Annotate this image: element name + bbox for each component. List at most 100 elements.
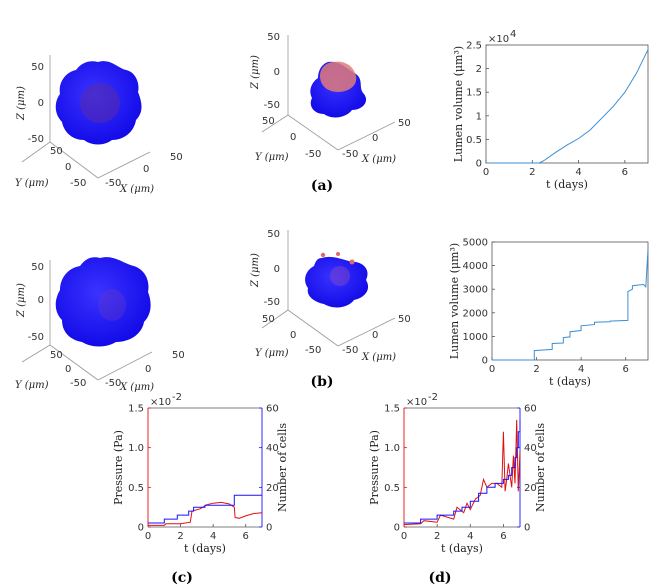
lumen-sphere (98, 289, 126, 321)
y-tick-label: 3000 (463, 285, 488, 296)
y-left-tick-label: 1.0 (128, 443, 144, 454)
y-tick-label: 1.5 (466, 88, 482, 99)
y-left-tick-label: 1.5 (128, 404, 144, 415)
chart-lumen-volume-b: 0 2 4 6 0 1000 2000 3000 4000 5000 t (days) Lumen v… (448, 238, 649, 388)
y-left-tick-label: 0.5 (128, 483, 144, 494)
x-tick: 0 (372, 330, 378, 341)
x-tick-label: 6 (623, 364, 629, 375)
plot-frame (491, 241, 649, 361)
z-axis-label: Z (μm) (250, 253, 261, 288)
y-left-axis-title: Pressure (Pa) (368, 430, 381, 505)
y-tick: 50 (262, 116, 275, 127)
render-a-left: 50 0 -50 Z (μm) 50 0 -50 Y (μm) -50 0 50… (15, 55, 183, 195)
x-axis-label: X (μm) (361, 352, 396, 363)
y-tick: -50 (70, 178, 86, 189)
y-tick-label: 2 (476, 64, 482, 75)
y-right-tick-label: 0 (524, 523, 530, 534)
lumen-sphere (330, 266, 350, 286)
exponent-label: ×10 (406, 397, 427, 408)
y-right-tick-label: 40 (266, 443, 279, 454)
exponent-label: ×10 (150, 397, 171, 408)
y-axis-label: Y (μm) (15, 380, 49, 391)
x-tick-label: 0 (145, 531, 151, 542)
x-tick: 0 (372, 133, 378, 144)
lumen-sphere (80, 83, 120, 123)
x-tick-label: 2 (533, 364, 539, 375)
y-left-tick-label: 1.5 (384, 404, 400, 415)
y-tick: 0 (290, 132, 296, 143)
y-right-tick-label: 60 (266, 404, 279, 415)
caption-c: (c) (171, 570, 193, 586)
render-a-middle: 50 0 -50 Z (μm) 50 0 -50 Y (μm) -50 0 50… (250, 32, 411, 165)
y-tick: 0 (290, 330, 296, 341)
y-tick: 50 (50, 146, 63, 157)
y-tick: 50 (262, 314, 275, 325)
x-tick-label: 2 (529, 167, 535, 178)
y-tick-label: 1 (476, 111, 482, 122)
chart-lumen-volume-a: 0 2 4 6 0 0.5 1 1.5 2 2.5 t (days) Lumen volume (μm… (452, 29, 649, 191)
y-left-tick-label: 0 (394, 523, 400, 534)
caption-d: (d) (428, 570, 451, 586)
y-tick: 0 (65, 364, 71, 375)
y-tick-label: 2.5 (466, 41, 482, 52)
x-tick-label: 0 (489, 364, 495, 375)
exponent-label: ×10 (488, 34, 509, 45)
z-tick: 50 (267, 32, 280, 43)
x-axis-label: X (μm) (361, 154, 396, 165)
x-tick-label: 0 (401, 531, 407, 542)
x-axis-title: t (days) (441, 542, 483, 555)
series-line-lumen-volume (492, 249, 649, 361)
lumen-droplet (349, 259, 355, 265)
y-right-tick-label: 40 (524, 443, 537, 454)
z-tick: -50 (264, 100, 280, 111)
z-tick: 50 (31, 62, 44, 73)
lumen-droplet (320, 252, 326, 258)
y-tick-label: 1000 (463, 332, 488, 343)
y-tick-label: 0 (482, 356, 488, 367)
x-tick-label: 4 (575, 167, 581, 178)
y-tick-label: 0 (476, 159, 482, 170)
y-tick: 0 (65, 162, 71, 173)
y-tick: -50 (305, 149, 321, 160)
series-line-pressure (148, 501, 263, 526)
x-tick-label: 0 (483, 167, 489, 178)
x-tick-label: 4 (467, 531, 473, 542)
exponent-power: -2 (172, 392, 182, 403)
x-tick-label: 6 (500, 531, 506, 542)
y-tick-label: 0.5 (466, 135, 482, 146)
y-right-axis-title: Number of cells (534, 423, 547, 512)
lumen-sphere (320, 61, 357, 92)
x-tick-label: 6 (622, 167, 628, 178)
render-b-left: 50 0 -50 Z (μm) 50 0 -50 Y (μm) -50 0 50… (15, 257, 185, 393)
y-tick-label: 5000 (463, 238, 488, 249)
y-right-tick-label: 20 (524, 483, 537, 494)
y-tick: -50 (70, 378, 86, 389)
x-tick: 50 (398, 118, 411, 129)
series-line-cells (404, 419, 521, 524)
z-axis-label: Z (μm) (250, 55, 261, 90)
y-axis-label: Y (μm) (255, 152, 289, 163)
exponent-power: -2 (428, 392, 438, 403)
x-tick: -50 (342, 149, 358, 160)
y-right-tick-label: 60 (524, 404, 537, 415)
y-right-axis-title: Number of cells (276, 423, 289, 512)
plot-frame (485, 44, 649, 164)
y-axis-label: Y (μm) (255, 348, 289, 359)
exponent-power: 4 (510, 29, 516, 40)
z-axis-label: Z (μm) (16, 283, 27, 318)
series-line-lumen-volume (486, 49, 649, 164)
y-tick: -50 (305, 345, 321, 356)
x-tick: 0 (145, 364, 151, 375)
y-left-tick-label: 0 (138, 523, 144, 534)
y-tick-label: 4000 (463, 261, 488, 272)
z-tick: -50 (28, 134, 44, 145)
y-axis-title: Lumen volume (μm³) (452, 46, 465, 162)
y-axis-label: Y (μm) (15, 178, 49, 189)
x-tick-label: 4 (210, 531, 216, 542)
x-axis-title: t (days) (549, 375, 591, 388)
x-axis-title: t (days) (546, 178, 588, 191)
y-right-tick-label: 0 (266, 523, 272, 534)
